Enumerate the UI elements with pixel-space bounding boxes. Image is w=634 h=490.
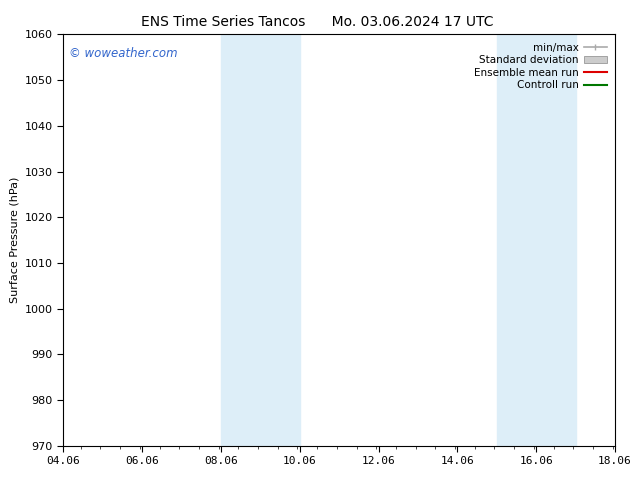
Text: © woweather.com: © woweather.com xyxy=(69,47,178,60)
Text: ENS Time Series Tancos      Mo. 03.06.2024 17 UTC: ENS Time Series Tancos Mo. 03.06.2024 17… xyxy=(141,15,493,29)
Bar xyxy=(221,34,300,446)
Y-axis label: Surface Pressure (hPa): Surface Pressure (hPa) xyxy=(10,177,19,303)
Bar xyxy=(497,34,576,446)
Legend: min/max, Standard deviation, Ensemble mean run, Controll run: min/max, Standard deviation, Ensemble me… xyxy=(470,40,610,94)
